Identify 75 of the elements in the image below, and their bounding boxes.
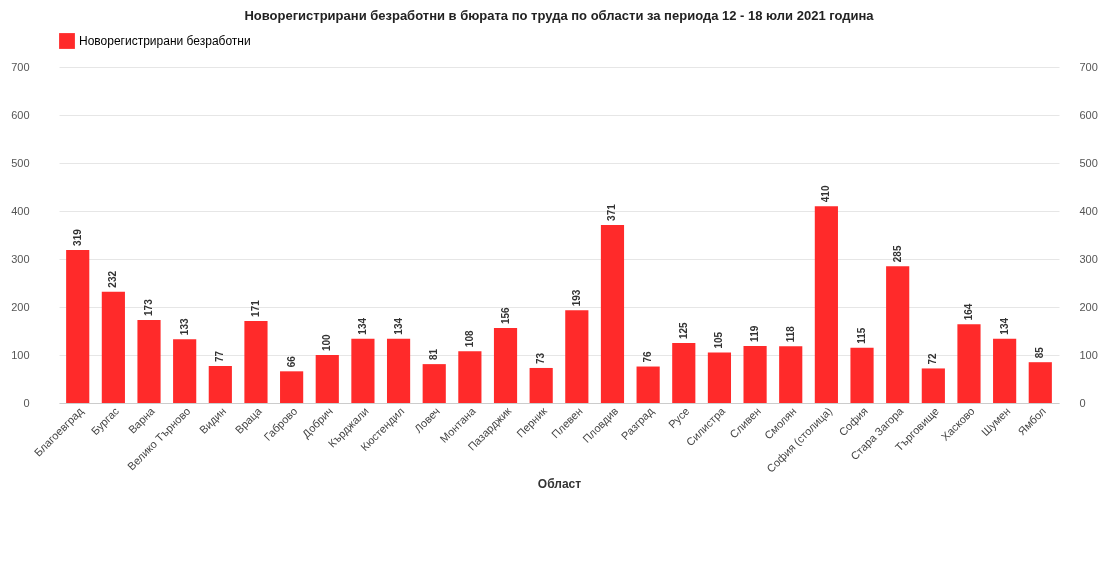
y-tick-label: 700 — [11, 60, 30, 73]
bar — [493, 328, 518, 403]
data-label: 171 — [249, 299, 261, 317]
bar — [173, 339, 197, 403]
y-tick-label: 500 — [11, 156, 30, 169]
data-label: 81 — [428, 348, 440, 361]
bar — [993, 338, 1017, 403]
x-axis-title: Област — [537, 476, 582, 491]
data-label: 173 — [143, 298, 155, 316]
bar — [351, 338, 375, 403]
bar — [850, 347, 874, 403]
bar — [386, 338, 411, 403]
bar — [280, 371, 304, 403]
data-label: 319 — [71, 228, 83, 246]
data-label: 232 — [107, 270, 119, 288]
y2-tick-label: 100 — [1079, 348, 1098, 361]
data-label: 72 — [927, 352, 939, 365]
y2-tick-label: 700 — [1079, 60, 1098, 73]
bar — [244, 320, 268, 403]
data-label: 125 — [677, 321, 689, 339]
bar — [315, 355, 339, 403]
bar — [672, 343, 696, 403]
data-label: 85 — [1034, 346, 1046, 359]
y-tick-label: 200 — [11, 300, 30, 313]
y2-tick-label: 400 — [1079, 204, 1098, 217]
y2-tick-label: 600 — [1079, 108, 1098, 121]
bar — [600, 224, 625, 403]
y-tick-label: 300 — [11, 252, 30, 265]
data-label: 410 — [820, 185, 832, 203]
data-label: 100 — [321, 333, 333, 351]
data-label: 285 — [891, 245, 903, 263]
data-label: 119 — [749, 325, 761, 342]
bar — [137, 319, 161, 403]
bar — [886, 266, 910, 403]
y-tick-label: 400 — [11, 204, 30, 217]
bar — [779, 346, 803, 403]
data-label: 108 — [463, 330, 475, 348]
bar — [814, 206, 838, 403]
data-label: 133 — [178, 318, 190, 336]
data-label: 134 — [392, 317, 404, 335]
chart-title: Новорегистрирани безработни в бюрата по труда по области за периода 12 - 18 юли 2021 година — [244, 8, 875, 23]
bar — [707, 352, 732, 403]
data-label: 66 — [285, 355, 297, 368]
bar — [101, 291, 125, 403]
y2-tick-label: 0 — [1079, 396, 1086, 409]
data-label: 371 — [606, 203, 618, 221]
data-label: 193 — [570, 289, 582, 307]
bar — [565, 310, 589, 403]
bar — [636, 366, 660, 403]
bar — [1028, 362, 1052, 403]
data-label: 134 — [998, 317, 1010, 335]
y2-tick-label: 500 — [1079, 156, 1098, 169]
data-label: 77 — [214, 350, 226, 363]
y-tick-label: 0 — [23, 396, 30, 409]
data-label: 164 — [962, 303, 974, 321]
y-tick-label: 100 — [11, 348, 30, 361]
y2-tick-label: 200 — [1079, 300, 1098, 313]
data-label: 105 — [713, 331, 725, 349]
data-label: 118 — [784, 325, 796, 343]
legend-label: Новорегистрирани безработни — [79, 34, 251, 48]
bar — [66, 249, 90, 403]
bar — [208, 366, 232, 403]
bar — [458, 351, 482, 403]
bar — [422, 364, 446, 403]
bar — [957, 324, 981, 403]
data-label: 134 — [356, 317, 368, 335]
bar — [529, 367, 553, 403]
data-label: 73 — [535, 352, 547, 364]
data-label: 156 — [499, 307, 511, 325]
data-label: 76 — [642, 350, 654, 363]
bar — [921, 368, 945, 403]
bar — [743, 345, 767, 403]
data-label: 115 — [856, 327, 868, 344]
y-tick-label: 600 — [11, 108, 30, 121]
y2-tick-label: 300 — [1079, 252, 1098, 265]
